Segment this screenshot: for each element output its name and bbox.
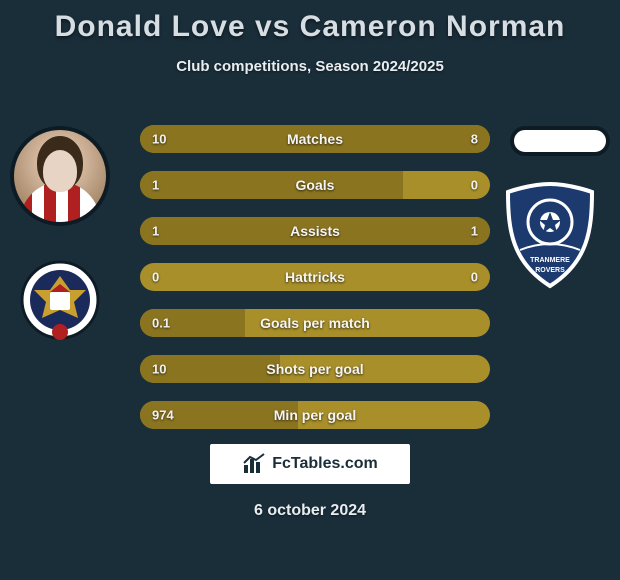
player-right-block: [510, 126, 610, 156]
metric-row: 1 0 Goals: [140, 171, 490, 199]
metric-row: 10 Shots per goal: [140, 355, 490, 383]
metric-row: 10 8 Matches: [140, 125, 490, 153]
metric-right-value: 0: [471, 270, 478, 285]
metric-left-value: 0.1: [152, 316, 170, 331]
metric-right-value: 0: [471, 178, 478, 193]
brand-icon: [242, 453, 266, 475]
metric-label: Goals: [296, 177, 335, 193]
metric-label: Min per goal: [274, 407, 356, 423]
bar-left-fill: [140, 171, 403, 199]
metric-label: Hattricks: [285, 269, 345, 285]
metric-row: 0 0 Hattricks: [140, 263, 490, 291]
svg-text:ROVERS: ROVERS: [535, 267, 565, 274]
metric-left-value: 1: [152, 224, 159, 239]
metric-right-value: 1: [471, 224, 478, 239]
page-title: Donald Love vs Cameron Norman: [0, 0, 620, 44]
date-text: 6 october 2024: [254, 502, 366, 520]
metric-label: Assists: [290, 223, 340, 239]
bar-right-fill: [315, 217, 490, 245]
subtitle: Club competitions, Season 2024/2025: [0, 58, 620, 75]
metric-label: Shots per goal: [266, 361, 363, 377]
metric-right-value: 8: [471, 132, 478, 147]
metric-row: 974 Min per goal: [140, 401, 490, 429]
svg-text:TRANMERE: TRANMERE: [530, 257, 570, 264]
metric-label: Goals per match: [260, 315, 370, 331]
metric-label: Matches: [287, 131, 343, 147]
metric-left-value: 974: [152, 408, 174, 423]
brand-text: FcTables.com: [272, 455, 378, 473]
bar-right-fill: [333, 125, 491, 153]
team-left-crest: [20, 260, 100, 346]
metric-left-value: 10: [152, 132, 166, 147]
metric-left-value: 0: [152, 270, 159, 285]
metric-row: 1 1 Assists: [140, 217, 490, 245]
team-right-crest: TRANMERE ROVERS: [500, 180, 600, 290]
metric-row: 0.1 Goals per match: [140, 309, 490, 337]
player-left-photo: [10, 126, 110, 226]
metric-left-value: 1: [152, 178, 159, 193]
brand-box: FcTables.com: [210, 444, 410, 484]
comparison-chart: 108Matches10Goals11Assists00Hattricks0.1…: [140, 125, 490, 447]
bar-left-fill: [140, 217, 315, 245]
metric-left-value: 10: [152, 362, 166, 377]
